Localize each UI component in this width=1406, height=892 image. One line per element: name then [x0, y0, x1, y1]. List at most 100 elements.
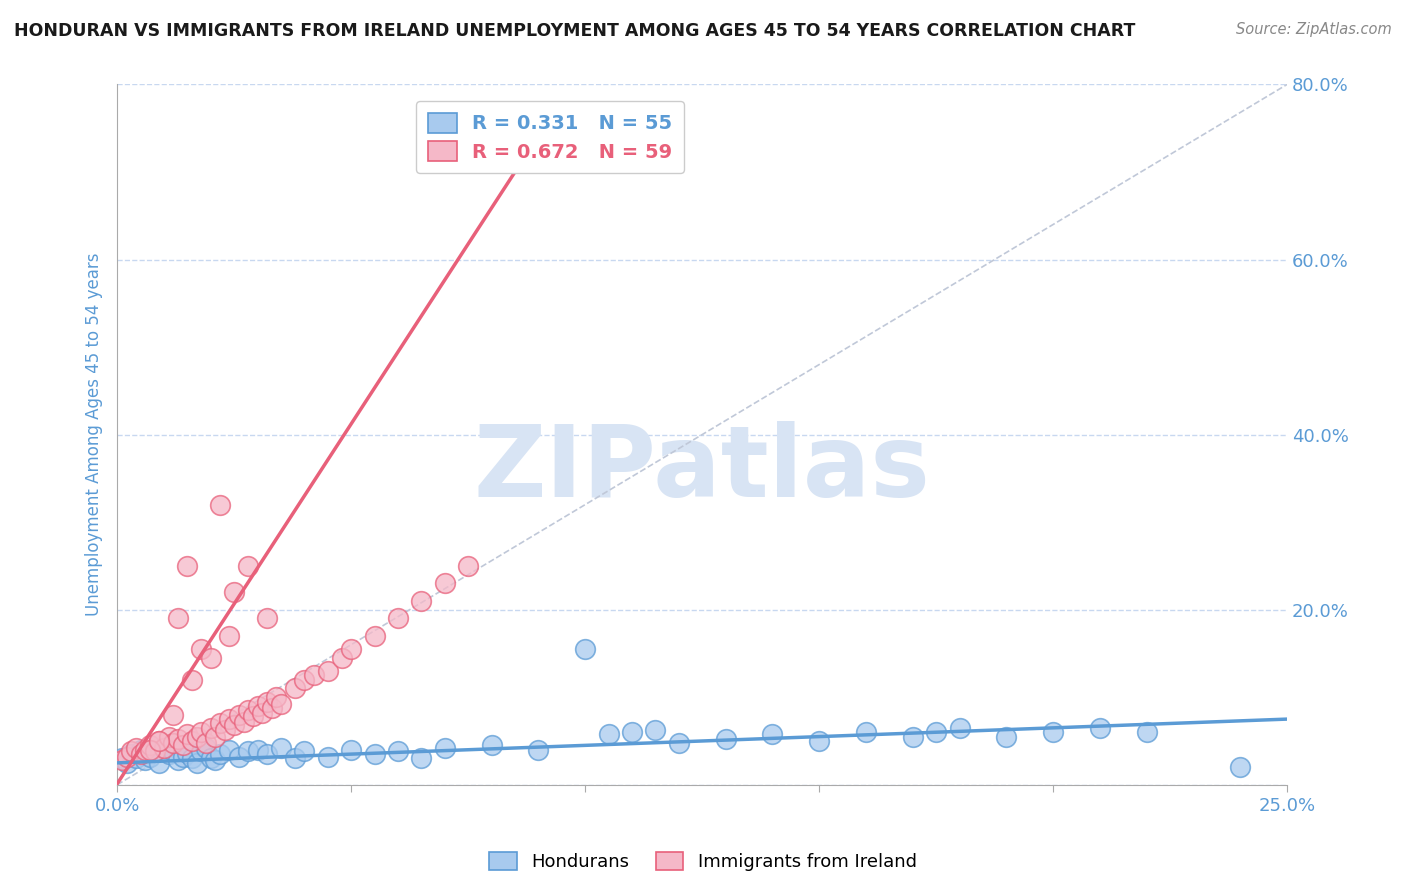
Point: [256, 611, 278, 625]
Point: [238, 744, 260, 758]
Point: [190, 744, 212, 758]
Point: [139, 739, 162, 753]
Point: [270, 741, 292, 756]
Point: [363, 629, 385, 643]
Point: [111, 751, 134, 765]
Point: [181, 734, 204, 748]
Point: [209, 716, 232, 731]
Point: [218, 629, 240, 643]
Point: [260, 700, 283, 714]
Point: [190, 642, 212, 657]
Point: [481, 739, 503, 753]
Point: [148, 734, 170, 748]
Point: [200, 650, 222, 665]
Legend: Hondurans, Immigrants from Ireland: Hondurans, Immigrants from Ireland: [482, 845, 924, 879]
Point: [134, 743, 156, 757]
Point: [120, 747, 142, 761]
Point: [172, 749, 194, 764]
Point: [948, 721, 970, 735]
Point: [195, 741, 218, 756]
Point: [901, 730, 924, 744]
Point: [153, 741, 176, 756]
Point: [167, 611, 190, 625]
Point: [284, 681, 307, 696]
Point: [162, 707, 184, 722]
Point: [340, 642, 363, 657]
Point: [316, 749, 339, 764]
Point: [167, 732, 190, 747]
Point: [162, 744, 184, 758]
Point: [598, 727, 620, 741]
Point: [808, 734, 831, 748]
Point: [195, 736, 218, 750]
Point: [148, 734, 170, 748]
Point: [204, 753, 226, 767]
Point: [153, 741, 176, 756]
Point: [186, 756, 208, 770]
Point: [668, 736, 690, 750]
Point: [246, 698, 269, 713]
Point: [527, 743, 550, 757]
Text: Source: ZipAtlas.com: Source: ZipAtlas.com: [1236, 22, 1392, 37]
Point: [232, 714, 254, 729]
Point: [218, 712, 240, 726]
Point: [292, 744, 315, 758]
Point: [433, 741, 456, 756]
Point: [111, 753, 134, 767]
Point: [1042, 725, 1064, 739]
Point: [1136, 725, 1159, 739]
Point: [181, 751, 204, 765]
Point: [200, 751, 222, 765]
Point: [387, 744, 409, 758]
Point: [330, 650, 353, 665]
Point: [302, 668, 325, 682]
Point: [209, 498, 232, 512]
Point: [995, 730, 1018, 744]
Point: [162, 736, 184, 750]
Point: [200, 721, 222, 735]
Text: HONDURAN VS IMMIGRANTS FROM IRELAND UNEMPLOYMENT AMONG AGES 45 TO 54 YEARS CORRE: HONDURAN VS IMMIGRANTS FROM IRELAND UNEM…: [14, 22, 1136, 40]
Point: [176, 727, 198, 741]
Legend: R = 0.331   N = 55, R = 0.672   N = 59: R = 0.331 N = 55, R = 0.672 N = 59: [416, 101, 685, 173]
Point: [139, 743, 162, 757]
Point: [148, 756, 170, 770]
Point: [209, 747, 232, 761]
Point: [411, 594, 433, 608]
Point: [172, 739, 194, 753]
Point: [855, 725, 877, 739]
Point: [363, 747, 385, 761]
Point: [246, 743, 269, 757]
Point: [228, 749, 250, 764]
Point: [134, 753, 156, 767]
Point: [256, 695, 278, 709]
Point: [167, 753, 190, 767]
Point: [157, 747, 180, 761]
Point: [224, 585, 246, 599]
Point: [256, 747, 278, 761]
Point: [176, 558, 198, 573]
Point: [129, 747, 152, 761]
Point: [218, 743, 240, 757]
Point: [292, 673, 315, 687]
Point: [620, 725, 643, 739]
Point: [129, 743, 152, 757]
Point: [190, 725, 212, 739]
Point: [176, 746, 198, 760]
Point: [574, 642, 596, 657]
Point: [925, 725, 948, 739]
Point: [266, 690, 288, 705]
Point: [1229, 760, 1251, 774]
Point: [143, 744, 166, 758]
Point: [120, 744, 142, 758]
Point: [224, 718, 246, 732]
Point: [125, 751, 148, 765]
Y-axis label: Unemployment Among Ages 45 to 54 years: Unemployment Among Ages 45 to 54 years: [86, 252, 103, 616]
Point: [139, 749, 162, 764]
Point: [761, 727, 783, 741]
Point: [252, 706, 274, 720]
Point: [115, 756, 138, 770]
Point: [433, 576, 456, 591]
Point: [242, 709, 264, 723]
Point: [157, 730, 180, 744]
Point: [714, 732, 737, 747]
